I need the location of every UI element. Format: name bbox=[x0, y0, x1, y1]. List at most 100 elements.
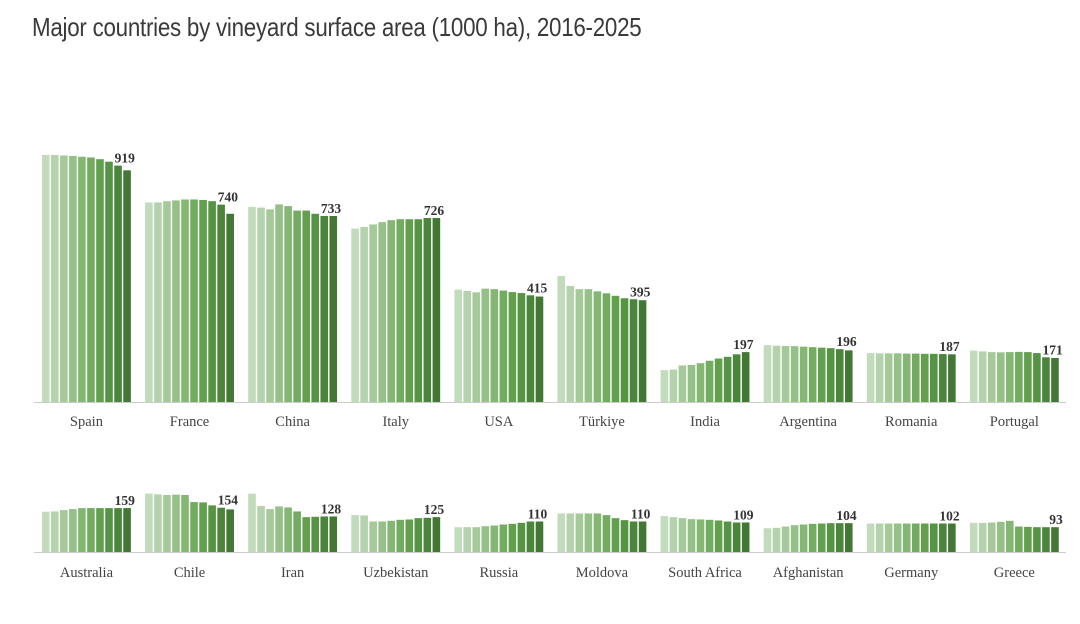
bar-germany-2016[interactable] bbox=[866, 523, 875, 553]
bar-chile-2021[interactable] bbox=[190, 502, 198, 552]
bar-t-rkiye-2022[interactable] bbox=[611, 295, 620, 402]
bar-spain-2018[interactable] bbox=[60, 155, 68, 402]
bar-chile-2017[interactable] bbox=[154, 494, 162, 552]
bar-t-rkiye-2024[interactable] bbox=[629, 299, 638, 402]
bar-moldova-2017[interactable] bbox=[566, 513, 575, 552]
bar-australia-2021[interactable] bbox=[87, 508, 95, 552]
bar-romania-2024[interactable] bbox=[939, 354, 947, 402]
bar-germany-2018[interactable] bbox=[884, 523, 893, 553]
bar-t-rkiye-2018[interactable] bbox=[575, 289, 584, 402]
bar-moldova-2024[interactable] bbox=[629, 521, 638, 552]
bar-iran-2018[interactable] bbox=[266, 509, 274, 552]
bar-uzbekistan-2020[interactable] bbox=[387, 520, 396, 552]
bar-iran-2022[interactable] bbox=[302, 517, 310, 552]
bar-afghanistan-2022[interactable] bbox=[817, 523, 826, 553]
bar-t-rkiye-2023[interactable] bbox=[620, 298, 629, 402]
bar-france-2023[interactable] bbox=[208, 201, 216, 402]
bar-south-africa-2021[interactable] bbox=[705, 519, 714, 552]
bar-greece-2024[interactable] bbox=[1042, 527, 1050, 552]
bar-spain-2020[interactable] bbox=[78, 156, 86, 402]
bar-spain-2025[interactable] bbox=[123, 170, 131, 402]
bar-iran-2025[interactable] bbox=[329, 516, 338, 552]
bar-greece-2021[interactable] bbox=[1015, 526, 1023, 552]
bar-greece-2016[interactable] bbox=[969, 522, 978, 552]
bar-t-rkiye-2016[interactable] bbox=[557, 276, 566, 402]
bar-argentina-2025[interactable] bbox=[844, 350, 853, 402]
bar-china-2017[interactable] bbox=[257, 207, 265, 402]
bar-australia-2022[interactable] bbox=[96, 508, 104, 552]
bar-usa-2023[interactable] bbox=[517, 293, 526, 402]
bar-romania-2020[interactable] bbox=[902, 353, 911, 402]
bar-uzbekistan-2024[interactable] bbox=[423, 517, 432, 552]
bar-argentina-2018[interactable] bbox=[781, 345, 790, 402]
bar-romania-2019[interactable] bbox=[893, 353, 902, 402]
bar-uzbekistan-2022[interactable] bbox=[405, 519, 414, 552]
bar-italy-2020[interactable] bbox=[387, 220, 396, 402]
bar-afghanistan-2024[interactable] bbox=[835, 523, 844, 552]
bar-australia-2016[interactable] bbox=[42, 511, 50, 552]
bar-afghanistan-2023[interactable] bbox=[826, 523, 835, 552]
bar-italy-2023[interactable] bbox=[414, 219, 423, 402]
bar-afghanistan-2016[interactable] bbox=[763, 528, 772, 552]
bar-moldova-2022[interactable] bbox=[611, 518, 620, 552]
bar-afghanistan-2017[interactable] bbox=[772, 527, 781, 552]
bar-usa-2019[interactable] bbox=[481, 288, 490, 402]
bar-uzbekistan-2023[interactable] bbox=[414, 518, 423, 552]
bar-argentina-2021[interactable] bbox=[808, 347, 817, 402]
bar-france-2022[interactable] bbox=[199, 199, 207, 402]
bar-india-2018[interactable] bbox=[678, 365, 687, 402]
bar-portugal-2019[interactable] bbox=[996, 352, 1005, 402]
bar-south-africa-2017[interactable] bbox=[669, 517, 678, 552]
bar-portugal-2017[interactable] bbox=[978, 351, 987, 402]
bar-argentina-2022[interactable] bbox=[817, 347, 826, 402]
bar-france-2018[interactable] bbox=[163, 201, 171, 402]
bar-france-2021[interactable] bbox=[190, 199, 198, 402]
bar-romania-2025[interactable] bbox=[948, 354, 956, 402]
bar-usa-2016[interactable] bbox=[454, 289, 462, 403]
bar-iran-2017[interactable] bbox=[257, 506, 265, 552]
bar-moldova-2018[interactable] bbox=[575, 513, 584, 552]
bar-india-2019[interactable] bbox=[687, 364, 696, 402]
bar-iran-2024[interactable] bbox=[320, 516, 329, 552]
bar-india-2023[interactable] bbox=[723, 356, 732, 402]
bar-afghanistan-2020[interactable] bbox=[799, 524, 808, 552]
bar-australia-2018[interactable] bbox=[60, 510, 68, 552]
bar-t-rkiye-2021[interactable] bbox=[602, 293, 611, 402]
bar-india-2020[interactable] bbox=[696, 363, 705, 402]
bar-france-2016[interactable] bbox=[145, 202, 153, 402]
bar-south-africa-2022[interactable] bbox=[714, 520, 723, 552]
bar-chile-2023[interactable] bbox=[208, 505, 216, 552]
bar-uzbekistan-2021[interactable] bbox=[396, 519, 405, 552]
bar-greece-2025[interactable] bbox=[1051, 527, 1059, 552]
bar-romania-2023[interactable] bbox=[930, 353, 938, 402]
bar-usa-2024[interactable] bbox=[526, 295, 535, 402]
bar-spain-2019[interactable] bbox=[69, 155, 77, 402]
bar-germany-2021[interactable] bbox=[911, 523, 920, 553]
bar-romania-2018[interactable] bbox=[884, 353, 893, 402]
bar-usa-2020[interactable] bbox=[490, 289, 499, 402]
bar-spain-2017[interactable] bbox=[51, 155, 59, 402]
bar-greece-2019[interactable] bbox=[996, 521, 1005, 552]
bar-uzbekistan-2017[interactable] bbox=[360, 515, 368, 552]
bar-chile-2025[interactable] bbox=[226, 509, 234, 552]
bar-russia-2018[interactable] bbox=[472, 527, 481, 552]
bar-afghanistan-2019[interactable] bbox=[790, 525, 799, 552]
bar-france-2025[interactable] bbox=[226, 213, 234, 402]
bar-moldova-2023[interactable] bbox=[620, 520, 629, 552]
bar-uzbekistan-2019[interactable] bbox=[378, 521, 386, 552]
bar-uzbekistan-2025[interactable] bbox=[432, 517, 441, 552]
bar-chile-2024[interactable] bbox=[217, 507, 225, 552]
bar-germany-2020[interactable] bbox=[902, 523, 911, 553]
bar-italy-2022[interactable] bbox=[405, 219, 414, 402]
bar-portugal-2021[interactable] bbox=[1015, 351, 1023, 402]
bar-russia-2022[interactable] bbox=[508, 523, 517, 552]
bar-india-2025[interactable] bbox=[741, 352, 750, 402]
bar-germany-2019[interactable] bbox=[893, 523, 902, 553]
bar-italy-2021[interactable] bbox=[396, 219, 405, 402]
bar-south-africa-2019[interactable] bbox=[687, 519, 696, 552]
bar-italy-2025[interactable] bbox=[432, 217, 441, 402]
bar-india-2016[interactable] bbox=[660, 370, 669, 402]
bar-australia-2017[interactable] bbox=[51, 511, 59, 552]
bar-france-2024[interactable] bbox=[217, 204, 225, 402]
bar-argentina-2019[interactable] bbox=[790, 346, 799, 402]
